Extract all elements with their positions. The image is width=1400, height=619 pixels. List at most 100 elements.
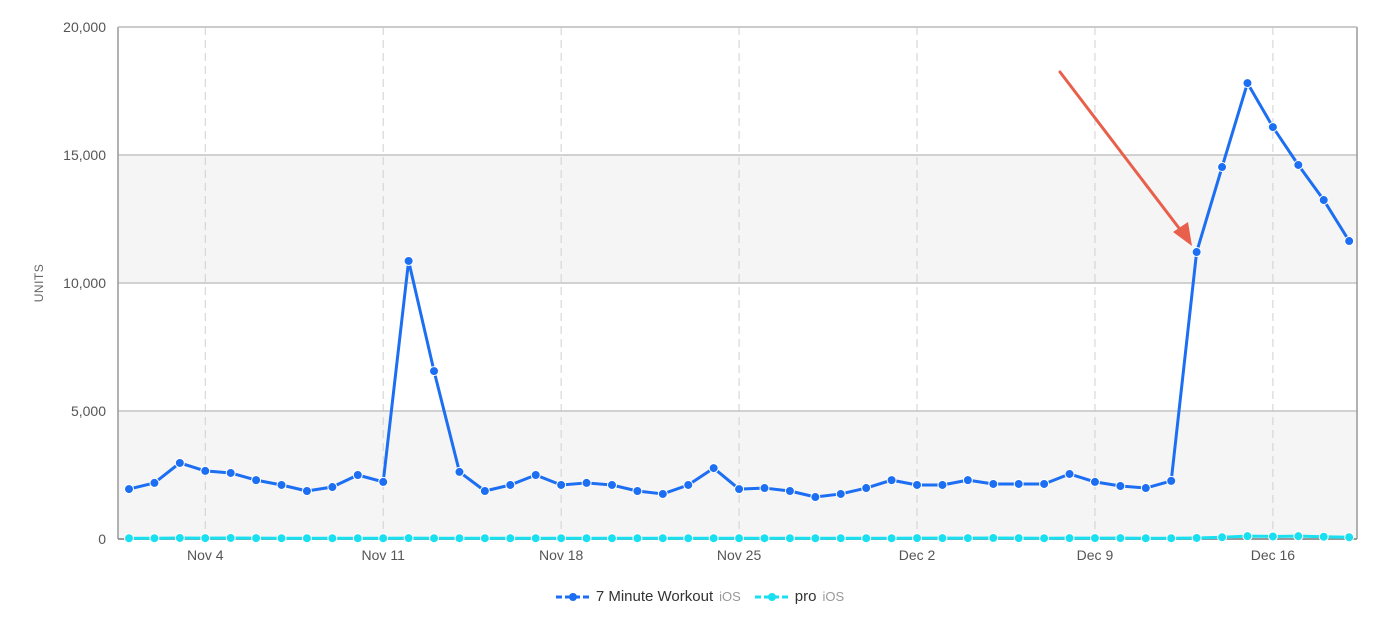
data-point: [505, 479, 516, 490]
data-point: [1242, 531, 1253, 542]
legend-item-pro[interactable]: pro iOS: [754, 588, 845, 605]
data-point: [149, 477, 160, 488]
data-point: [403, 255, 414, 266]
data-point: [556, 533, 567, 544]
data-point: [1115, 533, 1126, 544]
y-tick-label: 0: [98, 531, 106, 547]
data-point: [1191, 247, 1202, 258]
data-point: [378, 476, 389, 487]
legend-marker-icon: [754, 592, 789, 601]
data-point: [835, 488, 846, 499]
data-point: [810, 533, 821, 544]
data-point: [124, 484, 134, 495]
data-point: [886, 475, 897, 486]
data-point: [1242, 78, 1253, 89]
data-point: [378, 533, 389, 544]
data-point: [835, 533, 846, 544]
legend-label: pro: [794, 588, 817, 605]
data-point: [632, 486, 643, 496]
x-tick-label: Dec 9: [1077, 547, 1114, 563]
series-pro: [124, 531, 1355, 544]
data-point: [530, 533, 541, 544]
data-point: [734, 484, 745, 495]
data-point: [454, 533, 465, 544]
data-point: [200, 465, 211, 476]
data-point: [937, 533, 948, 544]
data-point: [988, 478, 999, 489]
data-point: [784, 533, 795, 544]
data-point: [1217, 162, 1228, 173]
series-7-minute-workout: [124, 78, 1355, 503]
data-point: [1064, 468, 1075, 479]
data-point: [1267, 531, 1278, 542]
plot-band: [118, 155, 1357, 283]
data-point: [581, 477, 592, 488]
data-point: [861, 483, 872, 494]
data-point: [784, 486, 795, 496]
data-point: [606, 479, 617, 490]
data-point: [759, 483, 770, 494]
data-point: [657, 488, 668, 499]
data-point: [149, 533, 160, 544]
data-point: [479, 533, 490, 544]
data-point: [225, 467, 236, 478]
data-point: [225, 532, 236, 543]
data-point: [1166, 533, 1177, 544]
data-point: [1140, 533, 1151, 544]
y-tick-label: 20,000: [63, 19, 106, 35]
data-point: [1013, 533, 1024, 544]
data-point: [988, 532, 999, 543]
x-tick-label: Nov 11: [362, 547, 406, 563]
x-tick-label: Dec 2: [899, 547, 936, 563]
line-chart: 0 5,000 10,000 15,000 20,000 Nov 4 Nov 11 Nov …: [32, 19, 1358, 563]
data-point: [708, 463, 719, 474]
data-point: [1039, 478, 1050, 489]
data-point: [683, 533, 694, 544]
data-point: [124, 533, 134, 544]
annotation-arrow: [1058, 70, 1192, 246]
legend-platform: iOS: [719, 589, 741, 604]
legend-platform: iOS: [822, 589, 845, 604]
data-point: [1267, 122, 1278, 133]
data-point: [479, 486, 490, 496]
arrow-shaft: [1058, 70, 1184, 234]
data-point: [912, 479, 923, 490]
data-point: [810, 492, 821, 503]
data-point: [861, 533, 872, 544]
data-point: [1039, 533, 1050, 544]
legend: 7 Minute Workout iOS pro iOS: [0, 588, 1400, 605]
data-point: [1140, 483, 1151, 494]
data-point: [301, 533, 312, 544]
data-point: [632, 533, 643, 544]
x-tick-label: Nov 18: [539, 547, 584, 563]
data-point: [1089, 533, 1100, 544]
legend-item-7-minute-workout[interactable]: 7 Minute Workout iOS: [555, 588, 741, 605]
legend-label: 7 Minute Workout: [595, 588, 714, 605]
data-point: [1064, 533, 1075, 544]
data-point: [1166, 475, 1177, 486]
data-point: [403, 533, 414, 544]
data-point: [251, 533, 262, 544]
data-point: [759, 533, 770, 544]
y-tick-label: 10,000: [63, 275, 106, 291]
data-point: [429, 533, 440, 544]
data-point: [174, 457, 185, 468]
data-point: [276, 533, 287, 544]
legend-marker-icon: [555, 592, 590, 601]
plot-band: [118, 283, 1357, 411]
data-point: [327, 533, 338, 544]
data-point: [912, 533, 923, 544]
data-point: [454, 466, 465, 477]
x-tick-label: Nov 4: [187, 547, 224, 563]
data-point: [962, 533, 973, 544]
data-point: [174, 532, 185, 543]
data-point: [327, 482, 338, 493]
data-point: [708, 533, 719, 544]
data-point: [200, 533, 211, 544]
data-point: [530, 470, 541, 480]
data-point: [1344, 532, 1355, 543]
data-point: [734, 533, 745, 544]
data-point: [556, 479, 567, 490]
data-point: [352, 533, 363, 544]
data-point: [301, 486, 312, 496]
